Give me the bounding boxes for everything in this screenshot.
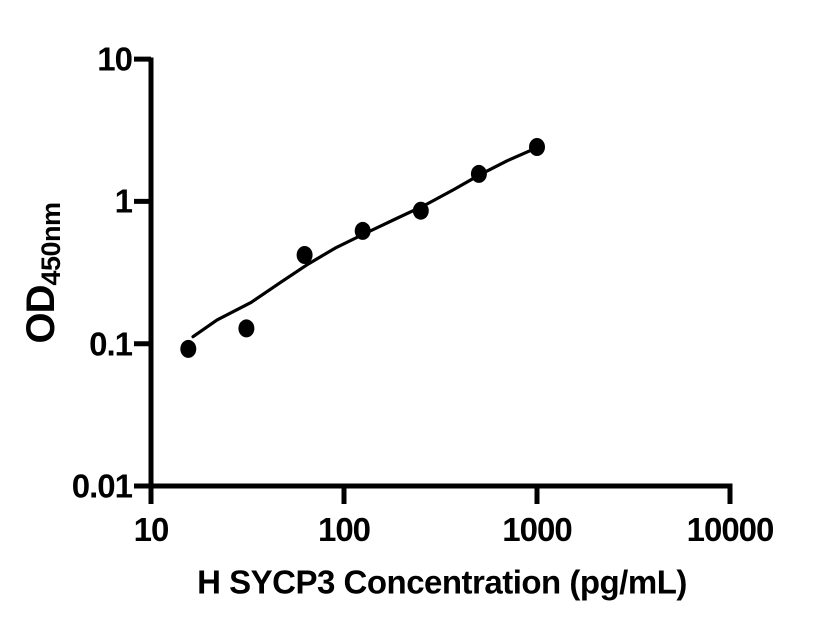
- x-tick-label: 1000: [502, 511, 572, 548]
- y-tick-label: 10: [97, 40, 133, 78]
- y-axis-title-subscript: 450nm: [36, 202, 66, 286]
- y-tick-label: 1: [114, 182, 133, 220]
- x-tick-label: 100: [317, 511, 371, 548]
- data-point: [296, 246, 313, 264]
- x-tick-label: 10000: [686, 511, 775, 548]
- data-point: [238, 319, 255, 338]
- x-axis-title: H SYCP3 Concentration (pg/mL): [197, 563, 687, 601]
- data-point: [470, 164, 487, 183]
- data-point: [180, 339, 197, 358]
- y-axis-title-main: OD: [19, 285, 63, 344]
- y-tick-label: 0.01: [71, 467, 133, 505]
- x-tick-label: 10: [133, 511, 170, 548]
- y-tick-label: 0.1: [89, 325, 133, 363]
- y-axis-title: OD450nm: [19, 202, 66, 344]
- data-point: [354, 221, 371, 240]
- data-point: [529, 138, 545, 156]
- data-point: [412, 201, 429, 220]
